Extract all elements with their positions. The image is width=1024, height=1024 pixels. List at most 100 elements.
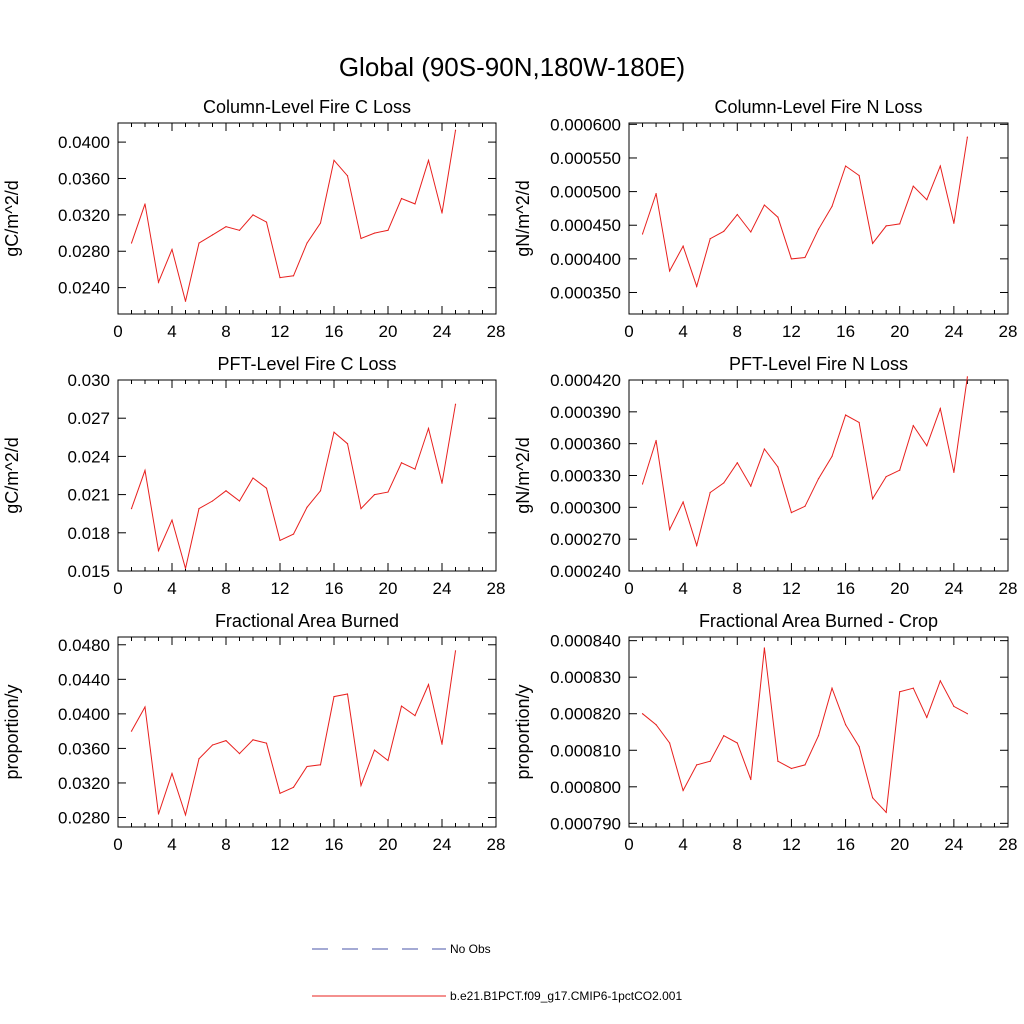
figure-title: Global (90S-90N,180W-180E) — [339, 52, 685, 82]
data-point — [292, 533, 295, 535]
x-tick-label: 20 — [379, 322, 398, 341]
x-tick-label: 20 — [379, 835, 398, 854]
plot-frame — [628, 636, 1009, 828]
y-tick-label: 0.030 — [67, 371, 110, 390]
data-point — [198, 242, 200, 244]
x-tick-label: 28 — [999, 322, 1018, 341]
x-tick-label: 12 — [271, 322, 290, 341]
x-tick-label: 16 — [836, 579, 855, 598]
x-tick-label: 4 — [167, 322, 176, 341]
x-tick-label: 28 — [487, 835, 506, 854]
data-point — [306, 765, 308, 768]
data-point — [817, 228, 820, 230]
chart-panels: Column-Level Fire C Loss gC/m^2/d 0 4 8 12 16 2… — [2, 97, 1017, 854]
data-point — [966, 136, 968, 138]
data-point — [157, 550, 160, 552]
x-tick-label: 20 — [890, 835, 909, 854]
x-tick-label: 12 — [271, 835, 290, 854]
chart-panel-4: PFT-Level Fire N Loss gN/m^2/d 0 4 8 12 16 20 24… — [513, 354, 1017, 598]
x-tick-label: 20 — [890, 322, 909, 341]
y-tick-label: 0.0320 — [58, 206, 110, 225]
y-tick-label: 0.0280 — [58, 809, 110, 828]
data-point — [211, 744, 214, 746]
plot-frame — [117, 122, 497, 315]
plot-frame — [628, 379, 1009, 572]
y-axis-label: gC/m^2/d — [2, 180, 22, 256]
y-axis-label: proportion/y — [513, 684, 533, 779]
data-point — [777, 760, 779, 762]
data-point — [144, 469, 146, 472]
data-point — [844, 165, 847, 167]
data-point — [414, 468, 416, 470]
x-tick-label: 20 — [890, 579, 909, 598]
data-point — [225, 490, 227, 492]
x-tick-label: 0 — [624, 835, 633, 854]
data-point — [966, 713, 968, 715]
y-axis-label: proportion/y — [2, 684, 22, 779]
data-point — [790, 512, 793, 514]
data-point — [926, 445, 928, 447]
data-point — [225, 226, 227, 228]
y-tick-label: 0.0240 — [58, 279, 110, 298]
data-point — [171, 772, 173, 775]
data-point — [198, 758, 200, 760]
data-point — [939, 165, 941, 167]
y-tick-label: 0.018 — [67, 524, 110, 543]
chart-panel-5: Fractional Area Burned proportion/y 0 4 8 12 1… — [2, 611, 505, 854]
plot-frame — [628, 122, 1009, 315]
data-point — [926, 716, 928, 718]
x-tick-label: 8 — [733, 835, 742, 854]
data-point — [912, 185, 914, 187]
y-tick-label: 0.000390 — [550, 403, 621, 422]
data-point — [926, 199, 928, 201]
legend: No Obs b.e21.B1PCT.f09_g17.CMIP6-1pctCO2… — [312, 942, 682, 1003]
data-point — [709, 491, 711, 494]
data-point — [454, 650, 457, 652]
data-point — [454, 403, 457, 405]
x-tick-label: 24 — [433, 835, 452, 854]
data-point — [414, 203, 416, 205]
data-point — [844, 414, 847, 416]
data-point — [252, 214, 254, 216]
data-point — [777, 216, 779, 218]
data-point — [790, 258, 793, 260]
data-point — [655, 193, 657, 195]
data-point — [696, 764, 698, 766]
data-point — [817, 735, 820, 737]
data-point — [872, 498, 874, 500]
panel-title: Column-Level Fire C Loss — [203, 97, 411, 117]
y-tick-label: 0.015 — [67, 562, 110, 581]
data-point — [441, 743, 443, 745]
data-point — [171, 248, 173, 251]
data-point — [872, 242, 874, 244]
data-point — [346, 175, 349, 177]
y-tick-label: 0.0480 — [58, 636, 110, 655]
data-point — [400, 197, 403, 200]
x-tick-label: 4 — [678, 579, 687, 598]
data-point — [939, 408, 941, 410]
series-line — [642, 137, 968, 289]
data-point — [360, 508, 362, 510]
data-point — [885, 475, 887, 478]
data-point — [198, 508, 200, 510]
data-point — [184, 814, 187, 816]
data-point — [669, 270, 671, 272]
y-tick-label: 0.000790 — [550, 814, 621, 833]
y-tick-label: 0.000400 — [550, 250, 621, 269]
data-point — [427, 427, 430, 429]
data-point — [858, 421, 860, 424]
data-point — [709, 760, 711, 762]
y-tick-label: 0.0400 — [58, 133, 110, 152]
data-point — [723, 735, 725, 737]
x-tick-label: 12 — [271, 579, 290, 598]
data-point — [858, 174, 860, 177]
data-point — [641, 233, 644, 235]
data-point — [265, 487, 268, 489]
data-point — [750, 485, 752, 487]
data-point — [831, 455, 833, 457]
series-line — [642, 376, 968, 548]
data-point — [709, 238, 711, 240]
data-point — [427, 683, 430, 686]
y-tick-label: 0.0320 — [58, 774, 110, 793]
data-point — [953, 471, 955, 473]
